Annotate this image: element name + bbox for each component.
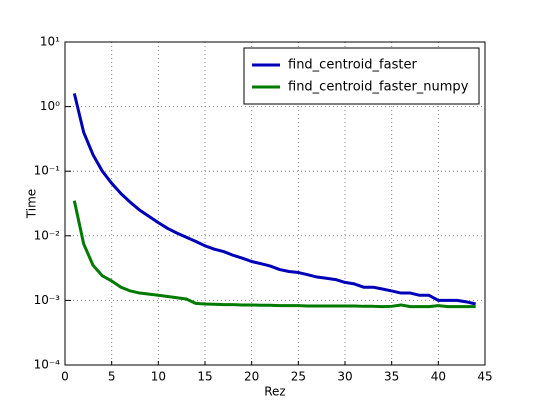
x-tick-label: 20 [244,370,259,384]
x-tick-label: 5 [108,370,116,384]
legend-label: find_centroid_faster [288,58,417,73]
y-tick-label: 10⁻¹ [34,164,61,178]
x-tick-label: 0 [61,370,69,384]
x-tick-label: 35 [384,370,399,384]
x-tick-label: 10 [151,370,166,384]
y-tick-label: 10⁻³ [34,293,61,307]
y-tick-label: 10⁻⁴ [34,358,61,372]
x-axis-label: Rez [264,385,285,399]
y-tick-label: 10⁻² [34,228,61,242]
y-tick-label: 10⁰ [40,99,60,113]
legend-label: find_centroid_faster_numpy [288,80,469,95]
x-tick-label: 30 [337,370,352,384]
y-tick-label: 10¹ [40,35,60,49]
x-tick-label: 15 [197,370,212,384]
x-tick-label: 45 [477,370,492,384]
plot-frame [64,41,486,366]
line-series [72,93,477,306]
legend-box [243,47,480,105]
x-tick-label: 25 [291,370,306,384]
line-series [72,200,476,309]
x-tick-label: 40 [431,370,446,384]
y-axis-label: Time [25,189,39,219]
